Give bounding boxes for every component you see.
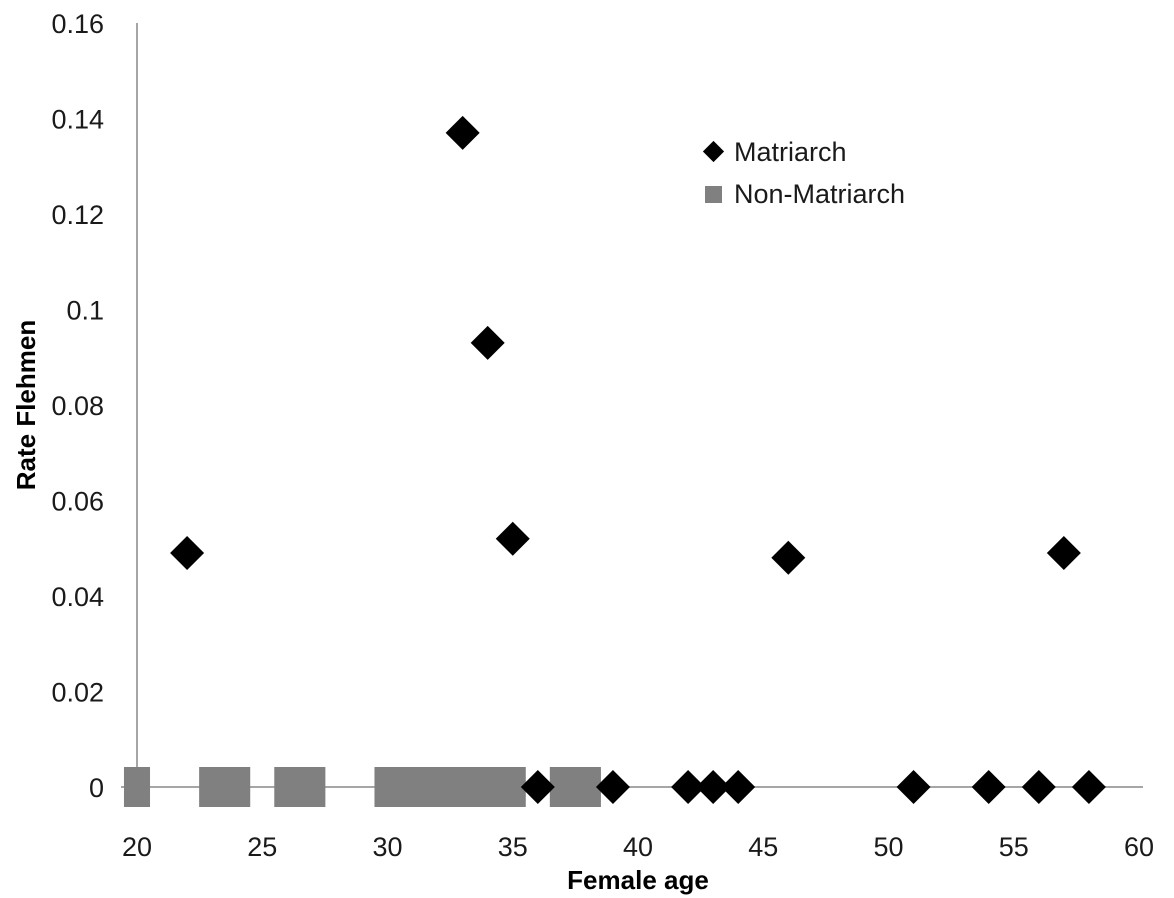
axes (121, 23, 1143, 788)
matriarch-point (671, 770, 706, 804)
legend-non-matriarch-label: Non-Matriarch (734, 179, 905, 209)
matriarch-point (470, 325, 505, 360)
matriarch-point (445, 115, 480, 150)
x-tick-label: 35 (498, 832, 528, 862)
matriarch-point (595, 770, 630, 804)
matriarch-point (721, 770, 756, 804)
matriarch-point (896, 770, 931, 804)
legend: Matriarch Non-Matriarch (702, 137, 905, 209)
non-matriarch-point (224, 767, 251, 807)
x-tick-label: 30 (372, 832, 402, 862)
x-tick-label: 45 (748, 832, 778, 862)
y-tick-label: 0.02 (51, 678, 104, 708)
y-tick-label: 0.06 (51, 487, 104, 517)
y-tick-labels: 0 0.02 0.04 0.06 0.08 0.1 0.12 0.14 0.16 (51, 9, 104, 803)
y-tick-label: 0.16 (51, 9, 104, 39)
non-matriarch-point (474, 767, 501, 807)
non-matriarch-point (374, 767, 401, 807)
matriarch-point (495, 521, 530, 556)
non-matriarch-point (199, 767, 226, 807)
y-tick-label: 0.1 (66, 296, 104, 326)
matriarch-point (170, 536, 205, 571)
matriarch-point (971, 770, 1006, 804)
x-tick-label: 55 (999, 832, 1029, 862)
x-tick-label: 60 (1124, 832, 1154, 862)
non-matriarch-point (449, 767, 476, 807)
data-points (123, 115, 1106, 807)
non-matriarch-point (299, 767, 326, 807)
matriarch-point (1021, 770, 1056, 804)
x-tick-label: 40 (623, 832, 653, 862)
x-tick-label: 20 (122, 832, 152, 862)
y-tick-label: 0.12 (51, 200, 104, 230)
matriarch-point (1071, 770, 1106, 804)
non-matriarch-point (424, 767, 451, 807)
legend-matriarch-label: Matriarch (734, 137, 847, 167)
y-tick-label: 0.04 (51, 582, 104, 612)
y-tick-label: 0.08 (51, 391, 104, 421)
legend-non-matriarch-marker (705, 186, 722, 203)
y-tick-label: 0.14 (51, 105, 104, 135)
matriarch-point (1046, 536, 1081, 571)
matriarch-point (696, 770, 731, 804)
matriarch-point (771, 540, 806, 575)
matriarch-point (520, 770, 555, 804)
x-axis-title: Female age (567, 865, 709, 895)
non-matriarch-point (399, 767, 426, 807)
non-matriarch-point (123, 767, 151, 807)
x-tick-label: 25 (247, 832, 277, 862)
y-axis-title: Rate Flehmen (11, 320, 41, 491)
y-tick-label: 0 (89, 773, 104, 803)
legend-matriarch-marker (702, 140, 725, 163)
x-tick-label: 50 (873, 832, 903, 862)
x-tick-labels: 20 25 30 35 40 45 50 55 60 (122, 832, 1154, 862)
non-matriarch-point (274, 767, 301, 807)
